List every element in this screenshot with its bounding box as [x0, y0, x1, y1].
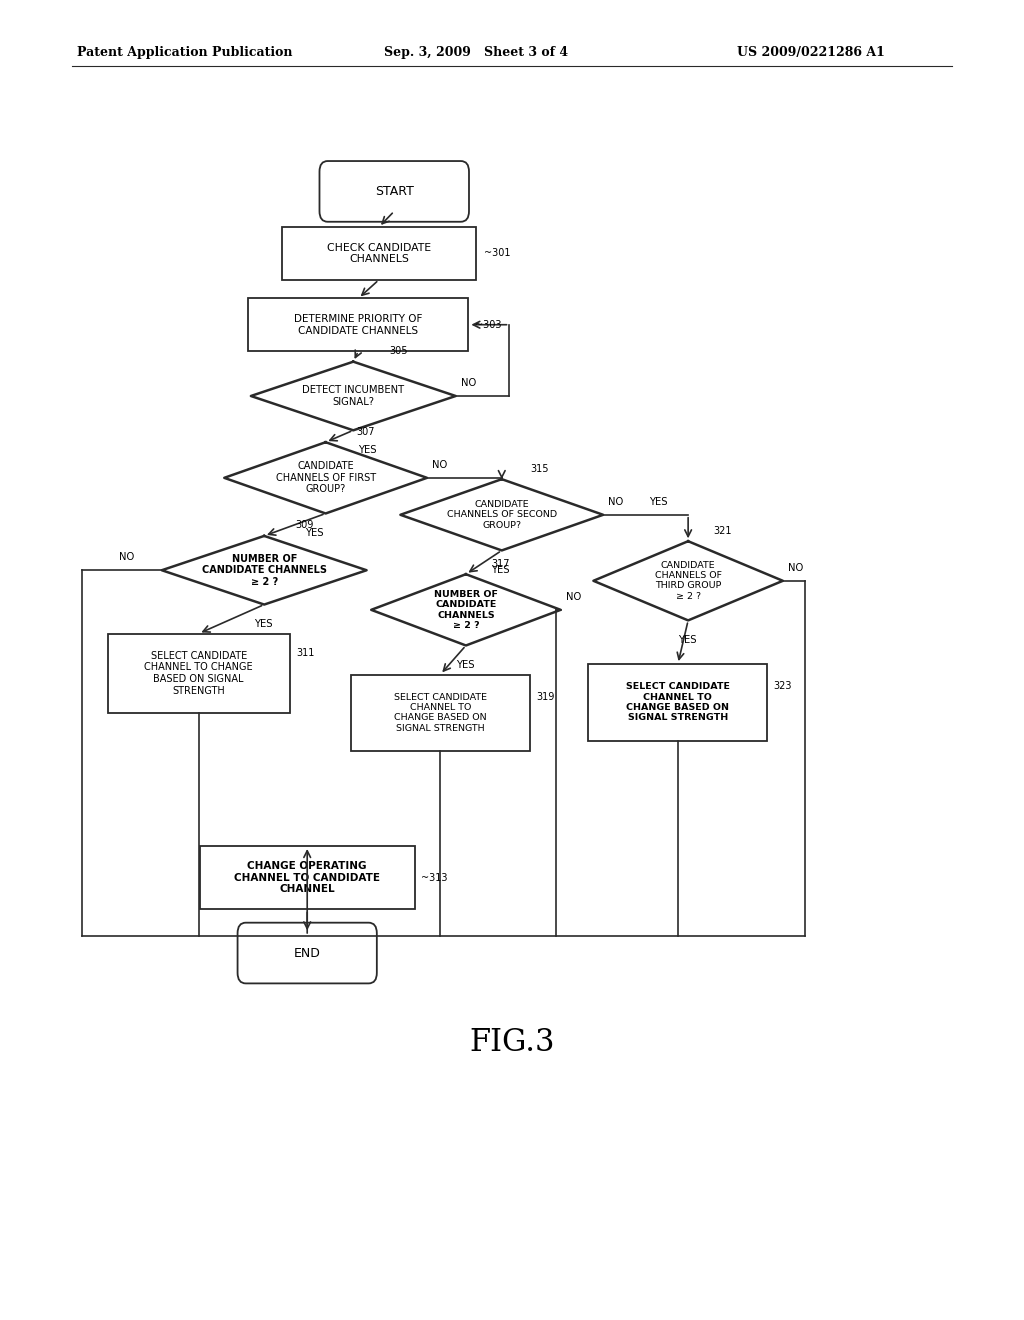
Text: YES: YES: [492, 565, 510, 576]
Bar: [350, 675, 530, 751]
Text: 311: 311: [296, 648, 314, 659]
FancyBboxPatch shape: [238, 923, 377, 983]
Text: NO: NO: [788, 562, 803, 573]
Text: 315: 315: [530, 463, 549, 474]
Text: 323: 323: [774, 681, 793, 692]
FancyBboxPatch shape: [319, 161, 469, 222]
Text: YES: YES: [678, 635, 696, 645]
Text: FIG.3: FIG.3: [469, 1027, 555, 1059]
Text: DETECT INCUMBENT
SIGNAL?: DETECT INCUMBENT SIGNAL?: [302, 385, 404, 407]
Text: END: END: [294, 946, 321, 960]
Text: SELECT CANDIDATE
CHANNEL TO
CHANGE BASED ON
SIGNAL STRENGTH: SELECT CANDIDATE CHANNEL TO CHANGE BASED…: [626, 682, 730, 722]
Text: YES: YES: [456, 660, 474, 671]
Text: SELECT CANDIDATE
CHANNEL TO
CHANGE BASED ON
SIGNAL STRENGTH: SELECT CANDIDATE CHANNEL TO CHANGE BASED…: [394, 693, 486, 733]
Text: ~313: ~313: [421, 873, 447, 883]
Text: US 2009/0221286 A1: US 2009/0221286 A1: [737, 46, 885, 59]
Text: START: START: [375, 185, 414, 198]
Polygon shape: [162, 536, 367, 605]
Text: ~303: ~303: [474, 319, 501, 330]
Polygon shape: [594, 541, 783, 620]
Text: NO: NO: [608, 496, 624, 507]
Text: 321: 321: [714, 525, 732, 536]
Polygon shape: [400, 479, 603, 550]
Text: NO: NO: [119, 552, 134, 562]
Text: CANDIDATE
CHANNELS OF FIRST
GROUP?: CANDIDATE CHANNELS OF FIRST GROUP?: [275, 461, 376, 495]
Text: NUMBER OF
CANDIDATE CHANNELS
≥ 2 ?: NUMBER OF CANDIDATE CHANNELS ≥ 2 ?: [202, 553, 327, 587]
Bar: [248, 298, 469, 351]
Text: CHECK CANDIDATE
CHANNELS: CHECK CANDIDATE CHANNELS: [327, 243, 431, 264]
Text: NUMBER OF
CANDIDATE
CHANNELS
≥ 2 ?: NUMBER OF CANDIDATE CHANNELS ≥ 2 ?: [434, 590, 498, 630]
Bar: [108, 634, 290, 713]
Text: 319: 319: [537, 692, 554, 702]
Text: 309: 309: [295, 520, 313, 531]
Text: NO: NO: [432, 459, 447, 470]
Text: YES: YES: [358, 445, 377, 455]
Bar: [282, 227, 476, 280]
Text: Sep. 3, 2009   Sheet 3 of 4: Sep. 3, 2009 Sheet 3 of 4: [384, 46, 568, 59]
Text: SELECT CANDIDATE
CHANNEL TO CHANGE
BASED ON SIGNAL
STRENGTH: SELECT CANDIDATE CHANNEL TO CHANGE BASED…: [144, 651, 253, 696]
Text: 317: 317: [492, 558, 510, 569]
Text: ~301: ~301: [484, 248, 511, 259]
Text: YES: YES: [649, 496, 668, 507]
Text: CANDIDATE
CHANNELS OF SECOND
GROUP?: CANDIDATE CHANNELS OF SECOND GROUP?: [446, 500, 557, 529]
Polygon shape: [251, 362, 456, 430]
Text: Patent Application Publication: Patent Application Publication: [77, 46, 292, 59]
Text: CHANGE OPERATING
CHANNEL TO CANDIDATE
CHANNEL: CHANGE OPERATING CHANNEL TO CANDIDATE CH…: [234, 861, 380, 895]
Bar: [588, 664, 768, 741]
Text: 307: 307: [356, 426, 375, 437]
Polygon shape: [372, 574, 561, 645]
Text: 305: 305: [389, 346, 408, 356]
Text: DETERMINE PRIORITY OF
CANDIDATE CHANNELS: DETERMINE PRIORITY OF CANDIDATE CHANNELS: [294, 314, 423, 335]
Text: NO: NO: [461, 378, 476, 388]
Text: YES: YES: [305, 528, 324, 539]
Text: YES: YES: [254, 619, 272, 630]
Text: CANDIDATE
CHANNELS OF
THIRD GROUP
≥ 2 ?: CANDIDATE CHANNELS OF THIRD GROUP ≥ 2 ?: [654, 561, 722, 601]
Text: NO: NO: [565, 591, 581, 602]
Bar: [200, 846, 415, 909]
Polygon shape: [224, 442, 427, 513]
